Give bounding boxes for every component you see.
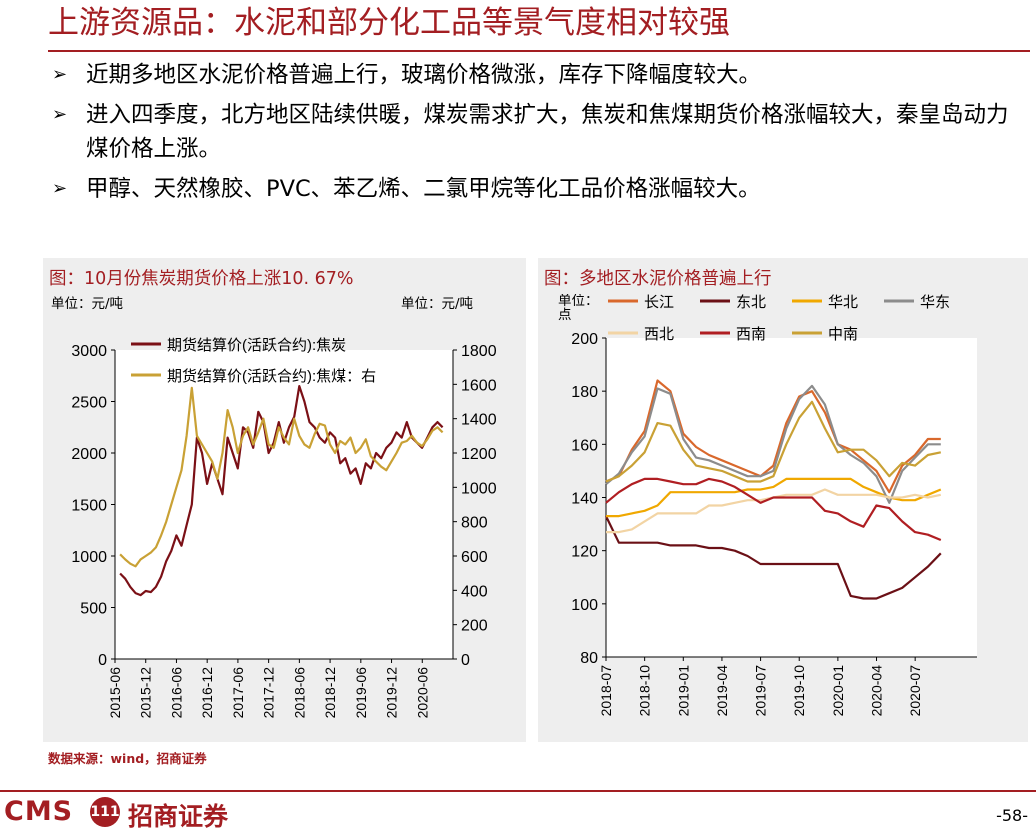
cement-unit: 单位：点: [558, 294, 599, 322]
plot-area: [115, 350, 453, 659]
x-tick-label: 2015-06: [107, 667, 123, 719]
legend-label: 期货结算价(活跃合约):焦炭: [167, 336, 346, 354]
coke-unit-left: 单位：元/吨: [51, 296, 124, 312]
y-tick-label: 500: [80, 601, 107, 618]
bullet-item: ➢ 甲醇、天然橡胶、PVC、苯乙烯、二氯甲烷等化工品价格涨幅较大。: [50, 172, 1020, 206]
coke-unit-right: 单位：元/吨: [401, 296, 474, 312]
cement-chart-title: 图：多地区水泥价格普遍上行: [544, 269, 772, 289]
bullet-list: ➢ 近期多地区水泥价格普遍上行，玻璃价格微涨，库存下降幅度较大。 ➢ 进入四季度…: [50, 58, 1020, 212]
data-source: 数据来源：wind，招商证券: [48, 751, 207, 766]
cement-chart-panel: 图：多地区水泥价格普遍上行 单位：点 80 100 120 140 160 180 200 2…: [538, 258, 1028, 742]
x-tick-label: 2019-10: [791, 665, 807, 717]
y-tick-label: 80: [580, 650, 598, 667]
x-tick-label: 2018-10: [637, 665, 653, 717]
legend-label: 东北: [736, 294, 766, 311]
x-tick-label: 2020-06: [414, 667, 430, 719]
x-tick-label: 2017-06: [230, 667, 246, 719]
x-tick-label: 2019-07: [753, 665, 769, 717]
bullet-text: 进入四季度，北方地区陆续供暖，煤炭需求扩大，焦炭和焦煤期货价格涨幅较大，秦皇岛动…: [86, 102, 1009, 162]
footer-rule: [0, 790, 1036, 792]
x-tick-label: 2016-12: [199, 667, 215, 719]
title-rule: [48, 50, 1030, 52]
series-line: [605, 515, 942, 600]
x-tick-label: 2020-01: [830, 665, 846, 717]
y-tick-label: 140: [571, 491, 598, 508]
bullet-item: ➢ 近期多地区水泥价格普遍上行，玻璃价格微涨，库存下降幅度较大。: [50, 58, 1020, 92]
bullet-text: 甲醇、天然橡胶、PVC、苯乙烯、二氯甲烷等化工品价格涨幅较大。: [86, 176, 761, 202]
bullet-arrow-icon: ➢: [52, 178, 68, 199]
x-tick-label: 2018-12: [322, 667, 338, 719]
y-tick-label: 160: [571, 437, 598, 454]
legend-label: 中南: [828, 326, 858, 343]
page-number: -58-: [996, 806, 1028, 825]
coke-price-chart: 0 500 1000 1500 2000 2500 3000 0 200 400 600 800 100…: [71, 336, 497, 719]
y-tick-label: 100: [571, 597, 598, 614]
y2-tick-label: 1400: [461, 412, 497, 429]
legend-label: 华东: [920, 294, 950, 311]
bullet-arrow-icon: ➢: [52, 64, 68, 85]
series-line: [605, 384, 941, 504]
y2-tick-label: 0: [461, 652, 470, 669]
brand-name: 招商证券: [128, 802, 229, 831]
x-tick-label: 2016-06: [168, 667, 184, 719]
y2-tick-label: 1000: [461, 480, 497, 497]
y-tick-label: 2500: [71, 395, 107, 412]
y2-tick-label: 1800: [461, 343, 497, 360]
brand-logo-icon: 111: [90, 797, 120, 827]
cement-price-chart: 80 100 120 140 160 180 200 2018-07 2018-10 2019-0…: [571, 294, 977, 717]
x-tick-label: 2017-12: [261, 667, 277, 719]
y2-tick-label: 1600: [461, 377, 497, 394]
x-tick-label: 2015-12: [138, 667, 154, 719]
bullet-text: 近期多地区水泥价格普遍上行，玻璃价格微涨，库存下降幅度较大。: [86, 62, 762, 88]
bullet-arrow-icon: ➢: [52, 104, 68, 125]
y2-tick-label: 400: [461, 583, 488, 600]
x-tick-label: 2019-04: [714, 665, 730, 717]
y-tick-label: 1000: [71, 549, 107, 566]
x-tick-label: 2019-12: [384, 667, 400, 719]
x-tick-label: 2018-07: [598, 665, 614, 717]
y2-tick-label: 600: [461, 549, 488, 566]
series-line: [119, 386, 444, 568]
y-tick-label: 1500: [71, 498, 107, 515]
x-tick-label: 2020-04: [869, 665, 885, 717]
x-tick-label: 2019-06: [353, 667, 369, 719]
x-tick-label: 2018-06: [291, 667, 307, 719]
legend-label: 西南: [736, 326, 766, 343]
cms-logo-text: CMS: [4, 796, 74, 827]
series-line: [605, 477, 942, 542]
y-tick-label: 3000: [71, 343, 107, 360]
y-tick-label: 200: [571, 331, 598, 348]
legend-label: 华北: [828, 294, 858, 311]
legend-label: 期货结算价(活跃合约):焦煤：右: [167, 367, 376, 385]
page-title: 上游资源品：水泥和部分化工品等景气度相对较强: [48, 5, 730, 41]
x-tick-label: 2019-01: [675, 665, 691, 717]
series-line: [605, 400, 942, 483]
coke-chart-panel: 图：10月份焦炭期货价格上涨10. 67% 单位：元/吨 单位：元/吨 0 500…: [43, 258, 526, 742]
y-tick-label: 120: [571, 544, 598, 561]
x-tick-label: 2020-07: [907, 665, 923, 717]
y2-tick-label: 200: [461, 618, 488, 635]
y-tick-label: 180: [571, 384, 598, 401]
bullet-item: ➢ 进入四季度，北方地区陆续供暖，煤炭需求扩大，焦炭和焦煤期货价格涨幅较大，秦皇…: [50, 98, 1020, 166]
series-line: [605, 379, 941, 494]
y-tick-label: 0: [98, 652, 107, 669]
legend-label: 长江: [644, 294, 674, 311]
legend-label: 西北: [644, 326, 674, 343]
y2-tick-label: 1200: [461, 446, 497, 463]
coke-chart-title: 图：10月份焦炭期货价格上涨10. 67%: [49, 269, 354, 289]
y2-tick-label: 800: [461, 515, 488, 532]
y-tick-label: 2000: [71, 446, 107, 463]
